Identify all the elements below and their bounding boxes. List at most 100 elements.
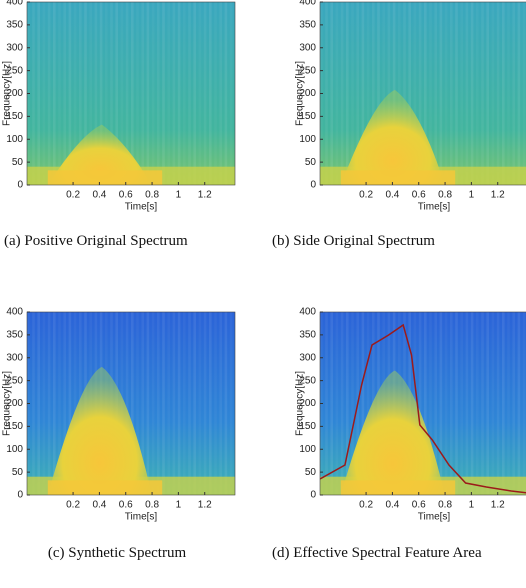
texture [188,2,191,185]
x-axis-label: Time[s] [418,202,451,213]
x-tick-label: 0.8 [145,500,159,511]
texture [32,2,35,185]
x-tick-label: 0.4 [385,190,399,201]
texture [209,2,212,185]
texture [214,2,217,185]
texture [444,2,448,185]
y-tick-label: 400 [6,307,23,318]
texture [517,312,521,495]
x-tick-label: 1 [176,190,182,201]
texture [502,312,505,495]
texture [424,312,427,495]
texture [502,2,505,185]
texture [398,2,401,185]
texture [470,2,474,185]
texture [188,312,191,495]
texture [434,2,437,185]
texture [131,2,134,185]
y-tick-label: 50 [305,467,317,478]
x-tick-label: 1.2 [198,190,212,201]
x-tick-label: 0.8 [438,190,452,201]
texture [68,312,72,495]
texture [512,312,515,495]
texture [89,2,92,185]
texture [470,312,474,495]
y-tick-label: 150 [6,111,23,122]
texture [172,312,176,495]
y-tick-label: 150 [6,421,23,432]
y-tick-label: 350 [299,20,316,31]
texture [47,312,51,495]
y-tick-label: 400 [299,0,316,8]
texture [496,312,500,495]
texture [507,2,510,185]
texture [125,312,129,495]
texture [491,2,495,185]
texture [47,2,51,185]
x-tick-label: 0.2 [359,500,373,511]
x-tick-label: 0.2 [359,190,373,201]
spectrogram [320,312,526,495]
texture [429,312,432,495]
y-tick-label: 0 [17,490,23,501]
texture [183,312,186,495]
texture [450,2,453,185]
texture [387,2,391,185]
y-tick-label: 0 [17,180,23,191]
x-tick-label: 0.8 [438,500,452,511]
texture [68,2,72,185]
texture [157,312,160,495]
texture [465,312,469,495]
caption: (b) Side Original Spectrum [272,233,435,249]
y-tick-label: 200 [6,398,23,409]
x-tick-label: 1.2 [198,500,212,511]
y-tick-label: 50 [305,157,317,168]
y-tick-label: 350 [299,330,316,341]
y-tick-label: 100 [299,444,316,455]
energy-blob [47,124,152,185]
y-tick-label: 50 [12,157,24,168]
texture [167,2,170,185]
texture [465,2,469,185]
texture [366,312,370,495]
y-tick-label: 250 [299,65,316,76]
texture [325,312,328,495]
texture [229,312,233,495]
texture [94,2,98,185]
texture [481,312,484,495]
texture [486,312,489,495]
texture [351,312,354,495]
y-tick-label: 0 [310,180,316,191]
texture [42,2,46,185]
spectrogram [27,2,235,185]
y-tick-label: 100 [299,134,316,145]
hot-base [340,170,456,185]
texture [346,2,349,185]
y-tick-label: 300 [299,42,316,53]
x-tick-label: 1.2 [491,190,505,201]
x-tick-label: 0.4 [92,190,106,201]
texture [198,312,202,495]
texture [434,312,437,495]
texture [325,2,328,185]
hot-base [340,480,456,495]
texture [517,2,521,185]
texture [455,312,458,495]
texture [214,312,217,495]
texture [53,312,56,495]
texture [366,2,370,185]
y-tick-label: 250 [6,375,23,386]
x-tick-label: 0.6 [119,190,133,201]
texture [136,2,139,185]
energy-blob [340,89,445,185]
texture [450,312,453,495]
x-tick-label: 1 [469,500,475,511]
texture [63,312,66,495]
texture [110,2,113,185]
x-tick-label: 1 [176,500,182,511]
texture [73,312,77,495]
hot-base [47,170,163,185]
texture [37,312,40,495]
y-tick-label: 300 [299,352,316,363]
texture [193,312,196,495]
